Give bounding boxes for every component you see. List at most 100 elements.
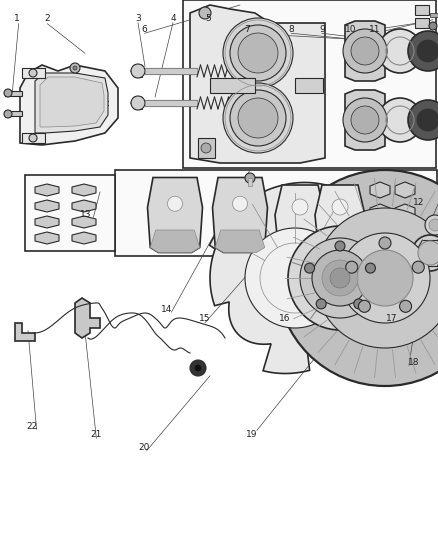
Polygon shape [370,182,390,198]
Text: 12: 12 [413,198,424,207]
Polygon shape [75,298,100,338]
Polygon shape [72,184,96,196]
Circle shape [399,300,412,312]
Circle shape [131,96,145,110]
Circle shape [418,241,438,265]
Polygon shape [345,90,385,150]
Circle shape [378,29,422,73]
Circle shape [354,299,364,309]
Circle shape [315,208,438,348]
Polygon shape [198,138,215,158]
Polygon shape [145,100,197,106]
Text: 14: 14 [161,305,172,313]
Polygon shape [209,182,391,374]
Circle shape [412,261,424,273]
Polygon shape [150,230,200,253]
Circle shape [230,25,286,81]
Polygon shape [35,216,59,228]
Polygon shape [22,133,45,143]
Circle shape [4,89,12,97]
Text: 15: 15 [199,314,211,323]
Text: 10: 10 [345,25,356,34]
Bar [430,13,438,17]
Text: 1: 1 [14,14,20,23]
Bar [415,18,429,28]
Polygon shape [212,177,268,253]
Circle shape [167,196,183,211]
Polygon shape [370,226,390,242]
Polygon shape [35,184,59,196]
Polygon shape [72,200,96,212]
Text: 6: 6 [141,25,148,34]
Circle shape [340,233,430,323]
Circle shape [416,108,438,132]
Circle shape [4,110,12,118]
Polygon shape [395,182,415,198]
Circle shape [233,196,247,211]
Bar [25,175,115,251]
Circle shape [379,237,391,249]
Circle shape [335,241,345,251]
Circle shape [357,250,413,306]
Circle shape [429,219,438,231]
Circle shape [330,268,350,288]
Text: 4: 4 [170,14,176,23]
Circle shape [343,98,387,142]
Text: 19: 19 [246,430,258,439]
Circle shape [322,260,358,296]
Circle shape [300,238,380,318]
Circle shape [351,106,379,134]
Text: 13: 13 [80,210,91,219]
Polygon shape [148,177,202,253]
Polygon shape [35,73,108,133]
Bar [415,5,429,15]
Polygon shape [35,232,59,244]
Circle shape [343,29,387,73]
Polygon shape [275,185,325,250]
Text: 17: 17 [386,314,398,323]
Bar [210,78,255,93]
Circle shape [190,360,206,376]
Circle shape [429,22,437,30]
Bar [248,178,252,186]
Circle shape [223,83,293,153]
Text: 11: 11 [369,25,380,34]
Polygon shape [72,232,96,244]
Text: 3: 3 [135,14,141,23]
Circle shape [365,263,375,273]
Circle shape [223,18,293,88]
Text: 7: 7 [244,25,251,34]
Circle shape [245,228,345,328]
Circle shape [332,199,348,215]
Text: 2: 2 [45,14,50,23]
Circle shape [73,66,77,70]
Circle shape [358,300,371,312]
Polygon shape [145,68,197,74]
Circle shape [131,64,145,78]
Circle shape [238,98,278,138]
Circle shape [346,261,358,273]
Circle shape [312,250,368,306]
Polygon shape [5,91,22,96]
Circle shape [70,63,80,73]
Circle shape [238,33,278,73]
Circle shape [412,235,438,271]
Bar [183,0,436,168]
Bar [115,170,437,256]
Text: 9: 9 [319,25,325,34]
Text: 18: 18 [408,358,420,367]
Circle shape [378,98,422,142]
Circle shape [416,39,438,63]
Circle shape [288,226,392,330]
Circle shape [316,299,326,309]
Polygon shape [395,226,415,242]
Polygon shape [40,77,104,127]
Text: 16: 16 [279,314,290,323]
Text: 20: 20 [138,443,149,452]
Text: 21: 21 [91,430,102,439]
Circle shape [199,7,211,19]
Polygon shape [22,68,45,78]
Polygon shape [370,204,390,220]
Circle shape [230,90,286,146]
Circle shape [292,199,308,215]
